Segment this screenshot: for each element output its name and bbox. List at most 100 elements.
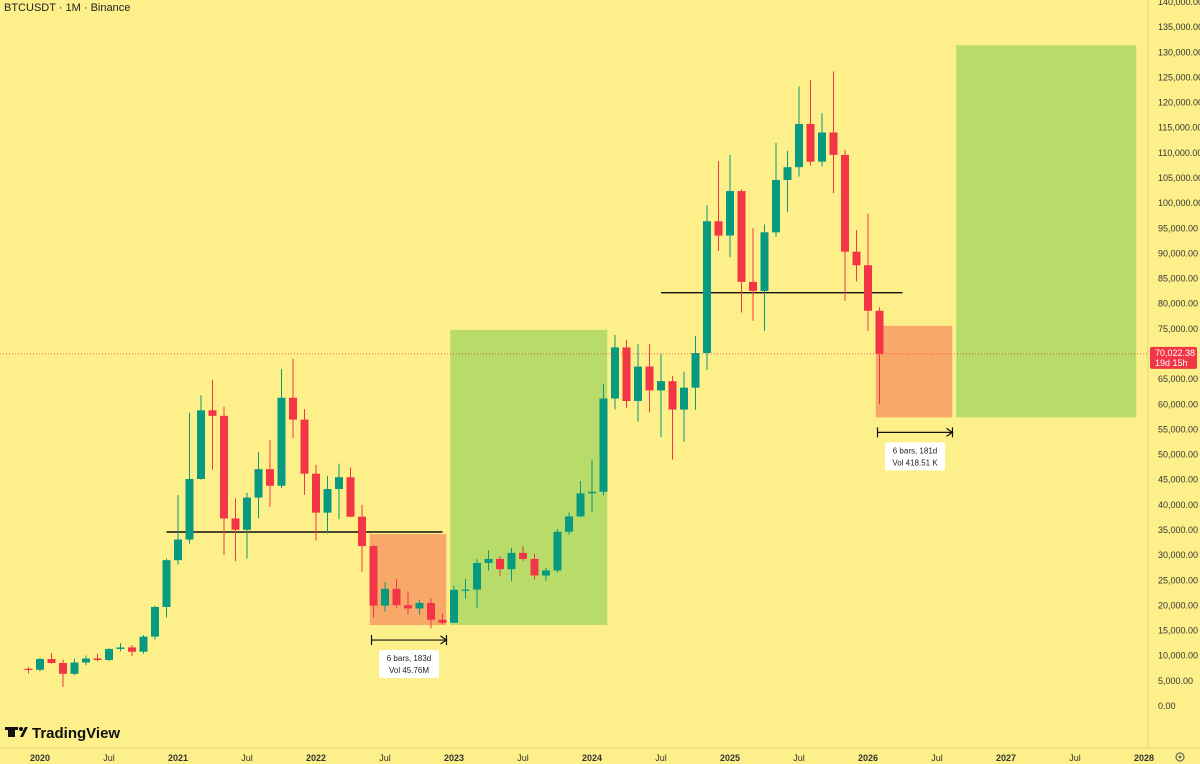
candle-body xyxy=(680,387,688,410)
candle-body xyxy=(392,588,401,606)
time-tick-label: 2027 xyxy=(996,753,1016,763)
candle-body xyxy=(852,251,861,266)
candle xyxy=(829,71,838,194)
candle-body xyxy=(657,381,665,391)
candle-body xyxy=(266,469,274,486)
candle-body xyxy=(864,265,872,311)
tradingview-logo[interactable]: TradingView xyxy=(5,725,120,742)
candle-body xyxy=(93,658,102,660)
time-tick-label: 2022 xyxy=(306,753,326,763)
candle-body xyxy=(588,491,596,494)
candle xyxy=(427,598,435,629)
price-tick-label: 80,000.00 xyxy=(1158,299,1198,309)
candle-body xyxy=(484,558,493,563)
candle xyxy=(818,113,826,167)
candle-body xyxy=(323,489,332,513)
candle-body xyxy=(185,478,194,540)
candle-body xyxy=(714,221,723,236)
price-tick-label: 75,000.00 xyxy=(1158,324,1198,334)
measure-label-box xyxy=(885,442,945,471)
candle-body xyxy=(277,397,286,486)
candle xyxy=(783,150,792,212)
candle xyxy=(220,406,228,556)
candle xyxy=(392,579,401,608)
price-tick-label: 60,000.00 xyxy=(1158,399,1198,409)
candle-body xyxy=(70,662,79,674)
candle xyxy=(185,412,194,544)
candle xyxy=(450,585,458,624)
symbol-title[interactable]: BTCUSDT · 1M · Binance xyxy=(4,2,130,14)
candle xyxy=(312,464,320,541)
price-tick-label: 35,000.00 xyxy=(1158,525,1198,535)
candle-body xyxy=(783,167,792,181)
time-tick-label: Jul xyxy=(241,753,253,763)
time-tick-label: 2026 xyxy=(858,753,878,763)
price-axis[interactable]: 140,000.00 135,000.00 130,000.00 125,000.00… xyxy=(1158,0,1200,711)
time-tick-label: Jul xyxy=(1069,753,1081,763)
candle xyxy=(24,667,33,674)
candle-body xyxy=(473,562,481,590)
candle-body xyxy=(806,123,815,162)
candle xyxy=(59,659,67,687)
candle-body xyxy=(599,398,608,492)
time-axis[interactable]: 2020 Jul 2021 Jul 2022 Jul 2023 Jul 2024 Jul 2025 J… xyxy=(30,753,1154,763)
candle xyxy=(381,582,389,612)
candle-body xyxy=(346,477,355,517)
candle xyxy=(323,475,332,534)
candle-body xyxy=(174,539,182,561)
price-tick-label: 115,000.00 xyxy=(1158,123,1200,133)
candle-body xyxy=(208,410,217,416)
price-tick-label: 65,000.00 xyxy=(1158,374,1198,384)
candle-body xyxy=(668,381,677,410)
candle-body xyxy=(300,419,309,474)
candle xyxy=(139,635,148,654)
price-tick-label: 100,000.00 xyxy=(1158,198,1200,208)
price-tick-label: 5,000.00 xyxy=(1158,676,1193,686)
price-tick-label: 130,000.00 xyxy=(1158,47,1200,57)
candle xyxy=(772,143,780,237)
candle-body xyxy=(438,619,447,623)
candle xyxy=(749,228,757,321)
candle xyxy=(496,556,504,577)
gear-icon[interactable] xyxy=(1175,752,1185,762)
candle xyxy=(415,599,424,615)
candles-layer xyxy=(24,71,884,687)
candle xyxy=(346,467,355,517)
candle xyxy=(737,189,746,313)
candle xyxy=(875,307,884,405)
candle-body xyxy=(47,658,56,664)
price-tick-label: 55,000.00 xyxy=(1158,424,1198,434)
time-tick-label: Jul xyxy=(379,753,391,763)
price-tick-label: 85,000.00 xyxy=(1158,274,1198,284)
candle-body xyxy=(197,410,205,479)
time-tick-label: Jul xyxy=(517,753,529,763)
candle xyxy=(553,528,562,573)
candle-body xyxy=(116,647,125,649)
price-tick-label: 120,000.00 xyxy=(1158,98,1200,108)
candle-body xyxy=(703,221,711,353)
price-tick-label: 10,000.00 xyxy=(1158,651,1198,661)
time-tick-label: 2028 xyxy=(1134,753,1154,763)
candle-body xyxy=(507,552,516,570)
tradingview-logo-icon xyxy=(5,727,28,737)
time-tick-label: Jul xyxy=(655,753,667,763)
candle xyxy=(691,335,700,410)
tradingview-logo-text: TradingView xyxy=(32,725,120,742)
candle-body xyxy=(36,658,44,670)
time-tick-label: Jul xyxy=(103,753,115,763)
candle-body xyxy=(622,347,631,402)
price-tick-label: 25,000.00 xyxy=(1158,575,1198,585)
candle xyxy=(266,439,274,507)
candle-body xyxy=(59,663,67,674)
current-price-tag: 70,022.38 19d 15h xyxy=(1150,346,1197,369)
candle-body xyxy=(24,668,33,670)
time-tick-label: Jul xyxy=(931,753,943,763)
measure-volume-label: Vol 418.51 K xyxy=(892,458,938,467)
candle-body xyxy=(415,602,424,609)
candle-body xyxy=(289,397,297,420)
measure-volume-label: Vol 45.76M xyxy=(389,666,429,675)
candle xyxy=(404,591,412,615)
candle xyxy=(795,86,803,177)
